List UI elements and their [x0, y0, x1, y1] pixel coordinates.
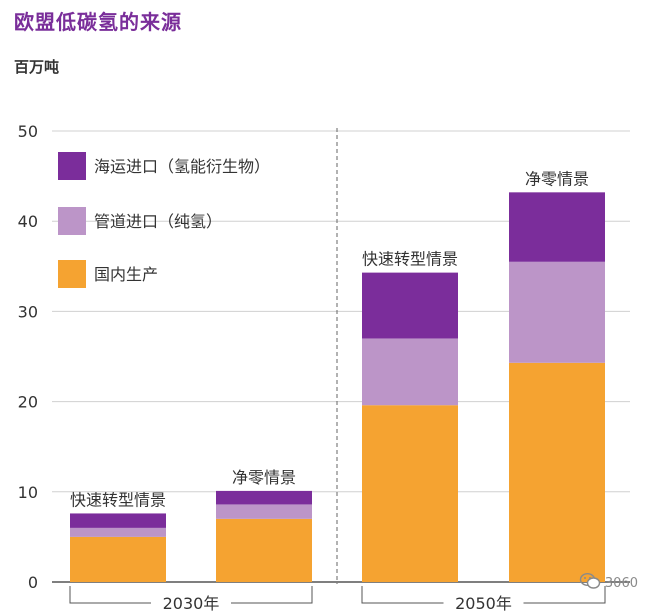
bar-segment: [216, 518, 312, 582]
watermark-text: 3060: [604, 575, 638, 591]
unit-label: 百万吨: [14, 58, 60, 76]
y-tick-label: 20: [18, 393, 38, 412]
bar-segment: [70, 527, 166, 537]
group-label: 2050年: [455, 594, 512, 613]
legend-label: 管道进口（纯氢）: [94, 212, 222, 231]
legend-swatch: [58, 152, 86, 180]
bar-segment: [216, 504, 312, 519]
bar-segment: [216, 490, 312, 505]
bar-category-label: 净零情景: [525, 169, 589, 188]
bar-segment: [509, 192, 605, 262]
legend-swatch: [58, 207, 86, 235]
bar-category-label: 快速转型情景: [70, 490, 166, 509]
y-axis: 0 10 20 30 40 50: [18, 122, 38, 592]
bar-segment: [362, 272, 458, 339]
watermark: 3060: [579, 572, 638, 594]
group-label-background: [443, 592, 524, 614]
bar-segment: [362, 405, 458, 582]
bar-segment: [509, 261, 605, 363]
legend: 海运进口（氢能衍生物） 管道进口（纯氢） 国内生产: [58, 152, 270, 288]
y-tick-label: 50: [18, 122, 38, 141]
group-label: 2030年: [163, 594, 220, 613]
y-tick-label: 30: [18, 302, 38, 321]
bar-segment: [362, 338, 458, 406]
y-tick-label: 10: [18, 483, 38, 502]
bars: [70, 192, 605, 582]
y-tick-label: 0: [28, 573, 38, 592]
group-label-background: [151, 592, 231, 614]
bar-category-label: 快速转型情景: [362, 250, 458, 269]
bar-category-label: 净零情景: [232, 468, 296, 487]
chart-title: 欧盟低碳氢的来源: [14, 10, 182, 34]
legend-label: 国内生产: [94, 265, 158, 284]
bar-segment: [70, 536, 166, 582]
x-axis-groups: 2030年 2050年: [69, 586, 606, 614]
wechat-icon: [579, 572, 601, 594]
legend-label: 海运进口（氢能衍生物）: [94, 157, 270, 176]
bar-segment: [509, 362, 605, 582]
bar-segment: [70, 513, 166, 528]
legend-swatch: [58, 260, 86, 288]
y-tick-label: 40: [18, 212, 38, 231]
